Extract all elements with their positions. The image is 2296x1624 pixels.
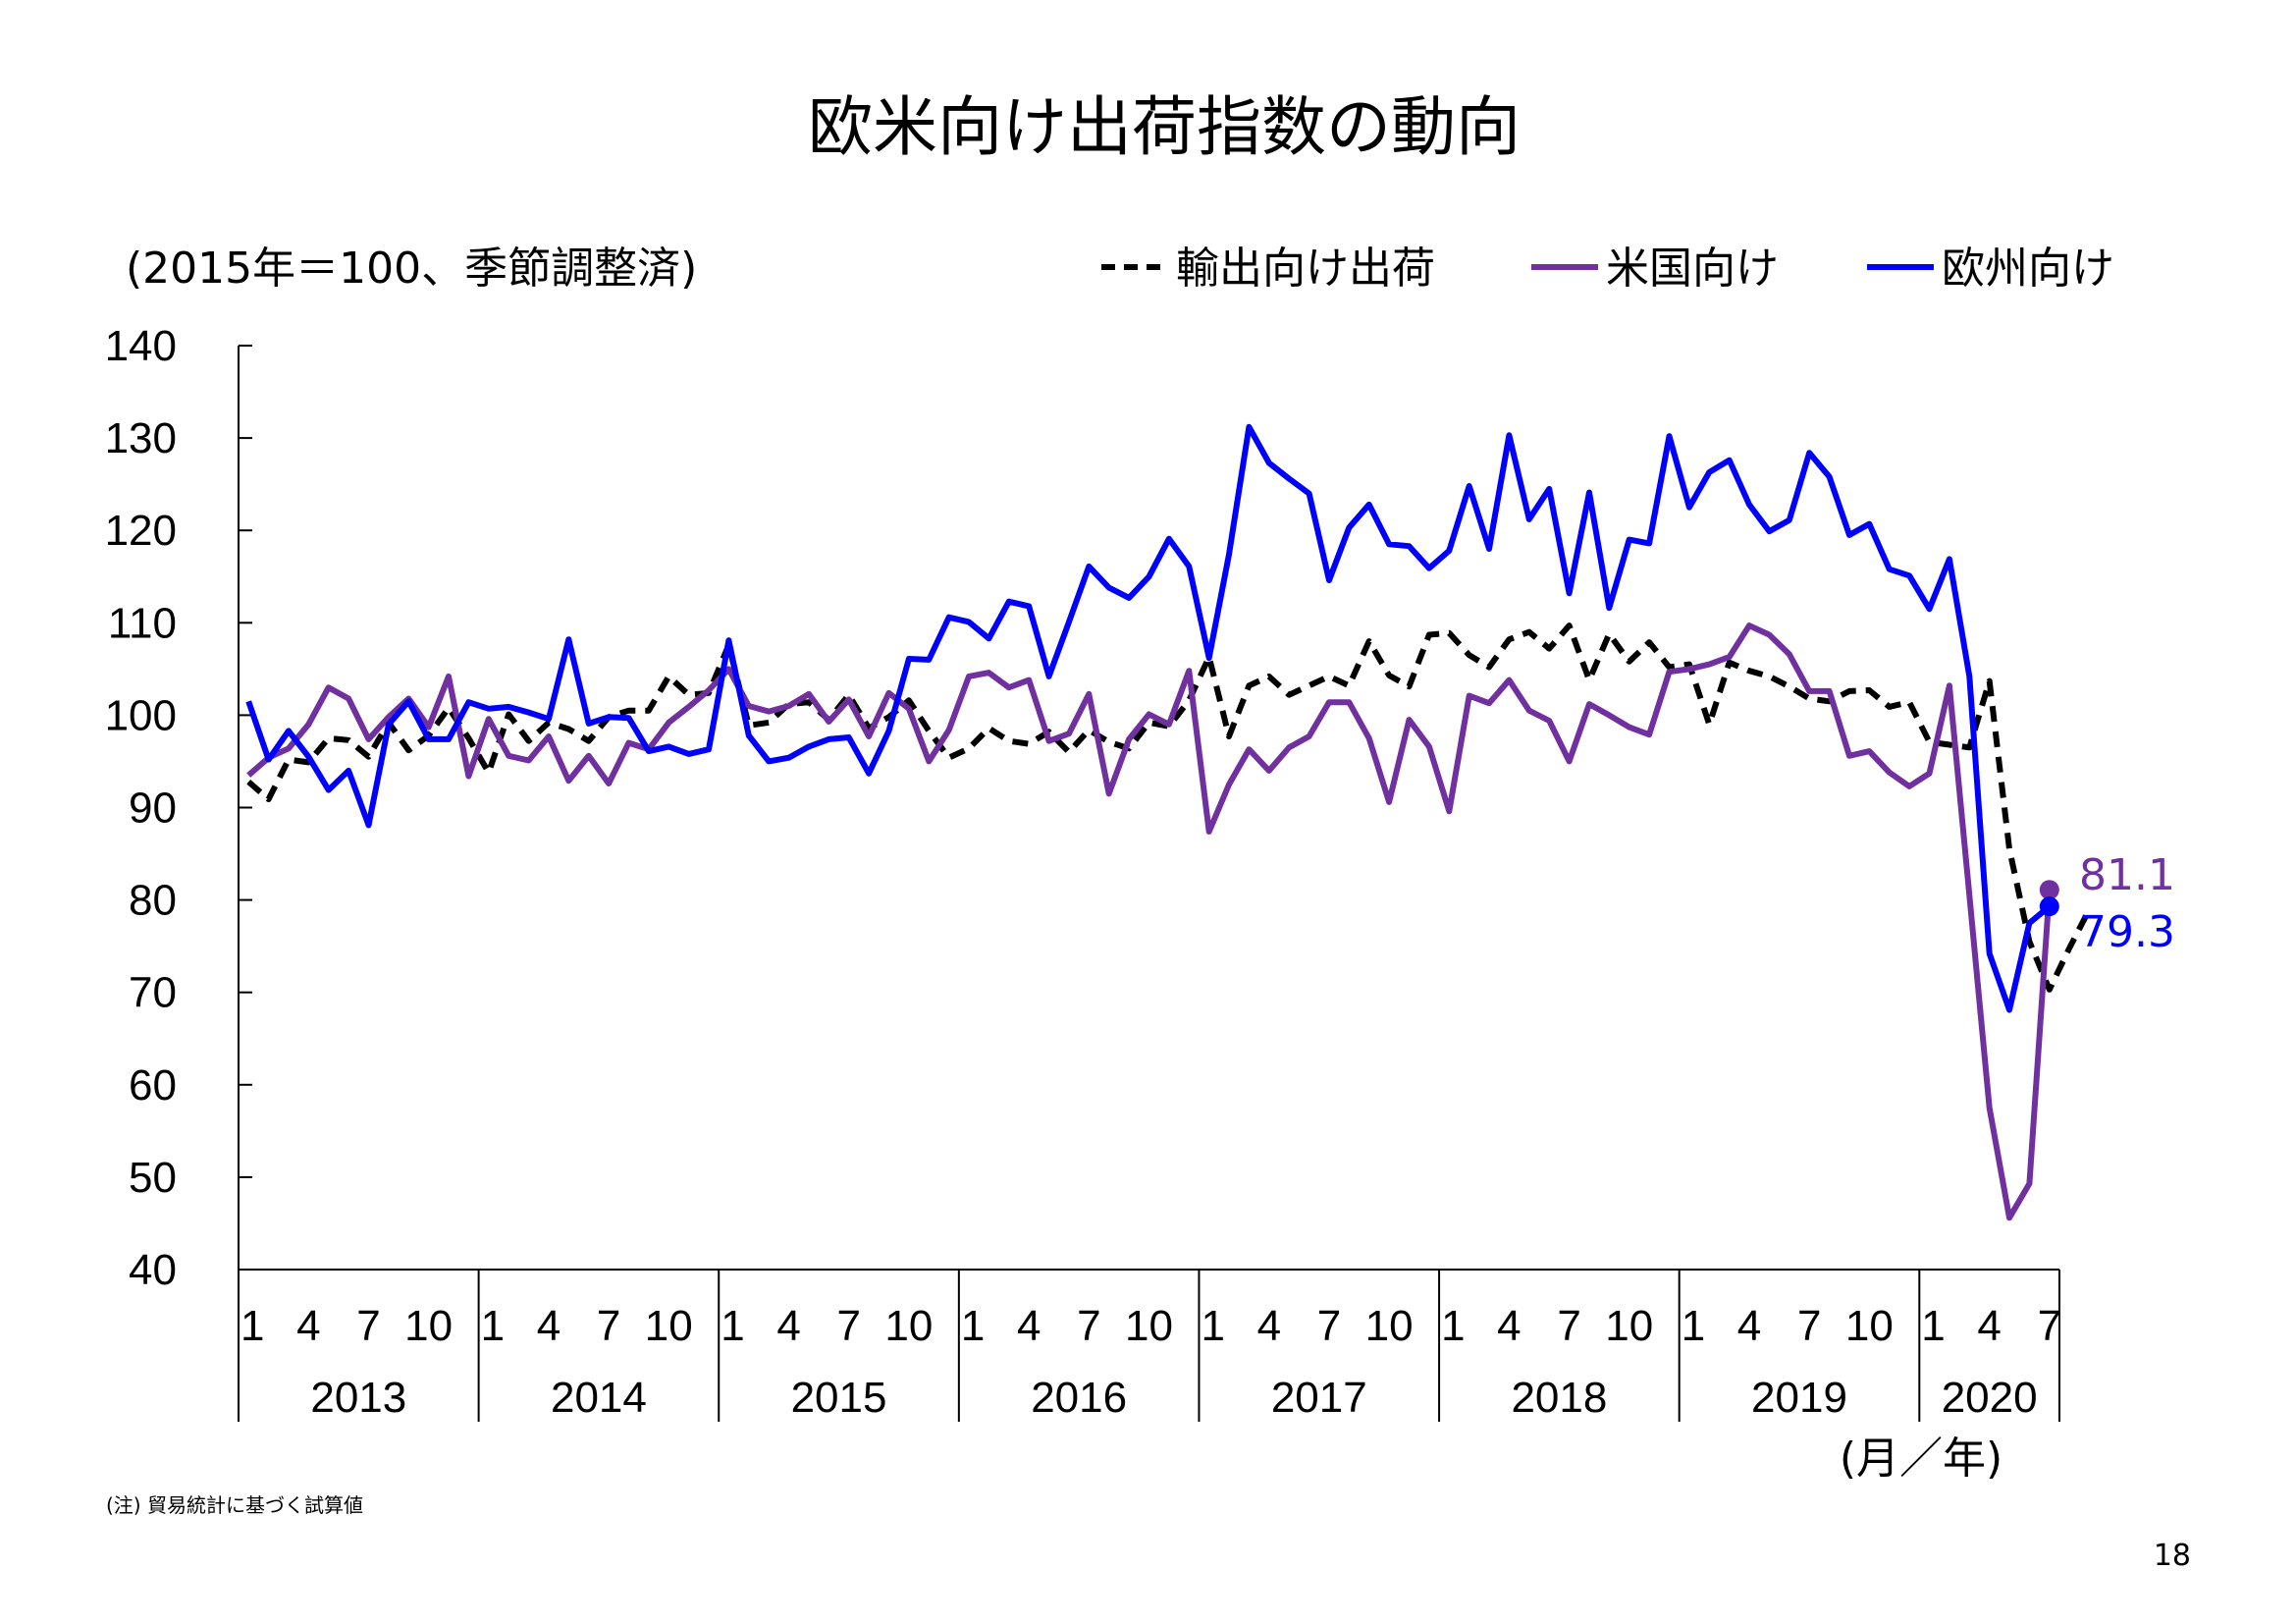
x-month-label: 1 bbox=[721, 1302, 744, 1350]
x-month-label: 4 bbox=[296, 1302, 320, 1350]
x-month-label: 10 bbox=[1365, 1302, 1414, 1350]
x-year-label: 2017 bbox=[1271, 1374, 1367, 1422]
x-month-label: 4 bbox=[1497, 1302, 1521, 1350]
y-tick-label: 140 bbox=[105, 322, 177, 370]
chart-title: 欧米向け出荷指数の動向 bbox=[808, 89, 1521, 165]
legend-label-europe: 欧州向け bbox=[1942, 244, 2114, 294]
unit-note: (2015年＝100、季節調整済) bbox=[126, 244, 697, 294]
end-value-label: 79.3 bbox=[2079, 907, 2175, 957]
x-month-label: 1 bbox=[1201, 1302, 1224, 1350]
x-year-label: 2014 bbox=[551, 1374, 647, 1422]
y-tick-label: 40 bbox=[129, 1246, 177, 1294]
x-month-label: 7 bbox=[1797, 1302, 1821, 1350]
y-axis-ticks: 140 130 120 110 100 90 80 70 60 50 40 bbox=[105, 322, 252, 1294]
y-tick-label: 60 bbox=[129, 1061, 177, 1110]
x-month-label: 1 bbox=[1682, 1302, 1705, 1350]
y-tick-label: 120 bbox=[105, 507, 177, 555]
x-year-label: 2013 bbox=[310, 1374, 406, 1422]
x-month-label: 1 bbox=[481, 1302, 505, 1350]
x-year-label: 2018 bbox=[1511, 1374, 1607, 1422]
y-tick-label: 100 bbox=[105, 691, 177, 739]
x-month-label: 4 bbox=[1257, 1302, 1281, 1350]
x-month-label: 10 bbox=[404, 1302, 453, 1350]
x-month-label: 10 bbox=[1605, 1302, 1653, 1350]
x-month-label: 10 bbox=[645, 1302, 693, 1350]
x-month-label: 7 bbox=[597, 1302, 620, 1350]
x-month-label: 7 bbox=[1557, 1302, 1580, 1350]
x-month-label: 4 bbox=[776, 1302, 800, 1350]
legend-label-exports: 輸出向け出荷 bbox=[1176, 244, 1435, 294]
x-year-label: 2020 bbox=[1942, 1374, 2038, 1422]
axes bbox=[238, 346, 2060, 1422]
x-year-label: 2015 bbox=[791, 1374, 887, 1422]
x-month-label: 4 bbox=[537, 1302, 561, 1350]
x-month-label: 1 bbox=[1921, 1302, 1945, 1350]
series-line-europe bbox=[245, 423, 2052, 1013]
x-month-label: 4 bbox=[1737, 1302, 1761, 1350]
end-point-marker bbox=[2039, 880, 2059, 900]
series-line-exports bbox=[246, 623, 2093, 993]
x-month-label: 4 bbox=[1017, 1302, 1041, 1350]
x-month-label: 1 bbox=[961, 1302, 985, 1350]
x-month-label: 10 bbox=[1845, 1302, 1894, 1350]
x-month-label: 1 bbox=[240, 1302, 264, 1350]
x-axis-unit: (月／年) bbox=[1840, 1434, 2002, 1484]
x-year-label: 2016 bbox=[1031, 1374, 1127, 1422]
series-line-us bbox=[246, 623, 2053, 1221]
x-month-label: 10 bbox=[884, 1302, 933, 1350]
legend-label-us: 米国向け bbox=[1606, 244, 1779, 294]
y-tick-label: 90 bbox=[129, 785, 177, 833]
x-month-label: 4 bbox=[1977, 1302, 2001, 1350]
y-tick-label: 50 bbox=[129, 1154, 177, 1202]
x-month-label: 10 bbox=[1125, 1302, 1173, 1350]
end-labels: 81.1 79.3 bbox=[2039, 850, 2175, 957]
x-month-label: 7 bbox=[1317, 1302, 1341, 1350]
x-month-label: 7 bbox=[836, 1302, 860, 1350]
footnote: (注) 貿易統計に基づく試算値 bbox=[106, 1493, 363, 1517]
x-month-label: 7 bbox=[2038, 1302, 2061, 1350]
end-value-label: 81.1 bbox=[2079, 850, 2175, 900]
x-month-label: 7 bbox=[1077, 1302, 1100, 1350]
y-tick-label: 130 bbox=[105, 414, 177, 462]
y-tick-label: 110 bbox=[108, 599, 177, 647]
y-tick-label: 70 bbox=[129, 969, 177, 1017]
end-point-marker bbox=[2039, 896, 2059, 917]
x-year-label: 2019 bbox=[1751, 1374, 1847, 1422]
x-month-label: 7 bbox=[356, 1302, 380, 1350]
legend: 輸出向け出荷 米国向け 欧州向け bbox=[1101, 244, 2114, 294]
series-layer bbox=[245, 423, 2093, 1221]
y-tick-label: 80 bbox=[129, 877, 177, 925]
page-number: 18 bbox=[2154, 1539, 2191, 1573]
x-month-label: 1 bbox=[1441, 1302, 1465, 1350]
